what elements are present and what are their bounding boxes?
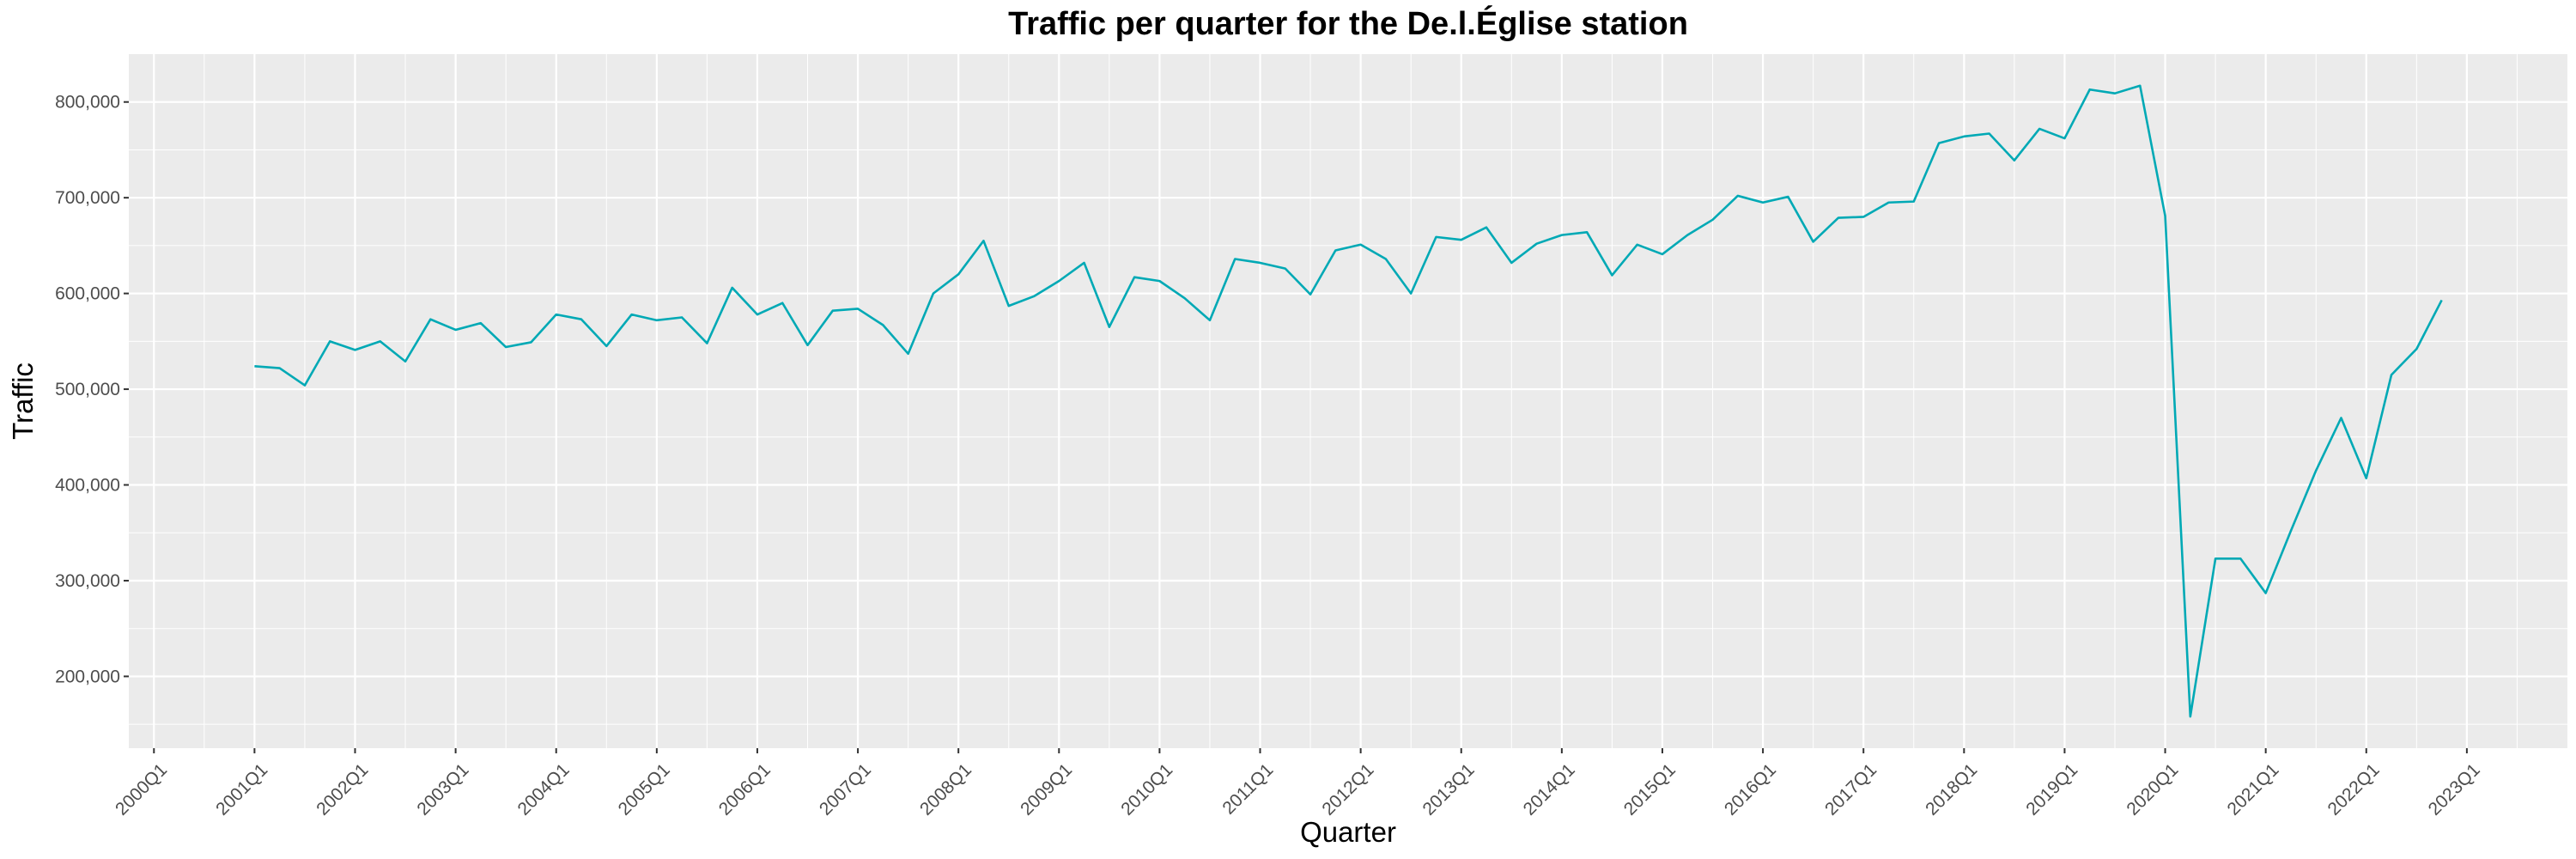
x-tick-label: 2007Q1 (816, 760, 875, 819)
x-tick-label: 2005Q1 (615, 760, 674, 819)
y-tick-label: 800,000 (55, 93, 120, 113)
x-tick-label: 2009Q1 (1017, 760, 1076, 819)
major-gridlines (129, 54, 2567, 748)
y-tick-label: 700,000 (55, 188, 120, 208)
x-tick-label: 2016Q1 (1721, 760, 1780, 819)
x-tick-label: 2012Q1 (1318, 760, 1377, 819)
x-tick-label: 2002Q1 (313, 760, 372, 819)
x-tick-label: 2006Q1 (715, 760, 775, 819)
x-tick-label: 2020Q1 (2123, 760, 2182, 819)
x-axis-title: Quarter (1300, 816, 1396, 848)
y-axis: 200,000 300,000 400,000 500,000 600,000 700,0… (55, 93, 129, 686)
x-tick-label: 2014Q1 (1520, 760, 1579, 819)
x-tick-label: 2004Q1 (514, 760, 574, 819)
x-tick-label: 2010Q1 (1117, 760, 1176, 819)
traffic-line (254, 84, 2443, 718)
plot-panel (129, 54, 2567, 748)
x-tick-label: 2019Q1 (2022, 760, 2081, 819)
y-tick-label: 200,000 (55, 667, 120, 686)
y-tick-label: 600,000 (55, 284, 120, 304)
y-tick-label: 300,000 (55, 571, 120, 591)
x-tick-label: 2000Q1 (112, 760, 171, 819)
x-tick-label: 2011Q1 (1218, 760, 1277, 819)
chart-title: Traffic per quarter for the De.l.Église … (1008, 4, 1688, 42)
series-layer (254, 84, 2443, 718)
x-tick-label: 2003Q1 (413, 760, 472, 819)
x-tick-label: 2008Q1 (916, 760, 975, 819)
x-tick-label: 2015Q1 (1620, 760, 1680, 819)
x-tick-label: 2022Q1 (2324, 760, 2384, 819)
x-axis: 2000Q1 2001Q1 2002Q1 2003Q1 2004Q1 2005Q1 2006… (112, 748, 2484, 819)
x-tick-label: 2018Q1 (1922, 760, 1981, 819)
y-tick-label: 400,000 (55, 476, 120, 496)
x-tick-label: 2017Q1 (1821, 760, 1880, 819)
x-tick-label: 2023Q1 (2425, 760, 2484, 819)
y-axis-title: Traffic (7, 362, 39, 440)
x-tick-label: 2021Q1 (2223, 760, 2282, 819)
x-tick-label: 2001Q1 (212, 760, 271, 819)
y-tick-label: 500,000 (55, 380, 120, 399)
minor-gridlines (129, 54, 2567, 748)
x-tick-label: 2013Q1 (1419, 760, 1479, 819)
